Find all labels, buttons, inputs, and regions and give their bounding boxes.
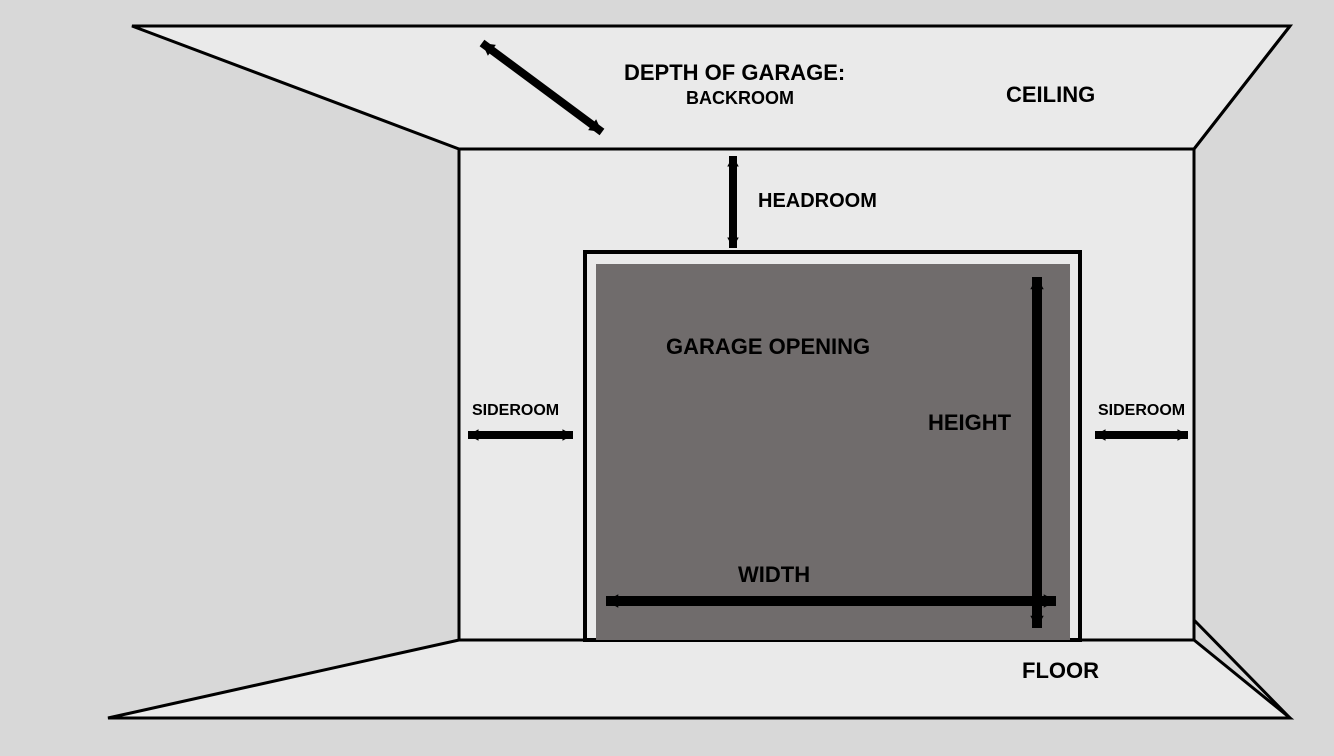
- label-ceiling: CEILING: [1006, 82, 1095, 108]
- label-headroom: HEADROOM: [758, 190, 877, 213]
- label-sideroom-left: SIDEROOM: [472, 402, 559, 420]
- label-floor: FLOOR: [1022, 658, 1099, 684]
- label-height: HEIGHT: [928, 410, 1011, 436]
- label-width: WIDTH: [738, 562, 810, 588]
- garage-diagram: [0, 0, 1334, 756]
- label-depth-line2: BACKROOM: [686, 88, 794, 109]
- label-sideroom-right: SIDEROOM: [1098, 402, 1185, 420]
- label-garage-opening: GARAGE OPENING: [666, 334, 870, 360]
- label-depth-line1: DEPTH OF GARAGE:: [624, 60, 845, 86]
